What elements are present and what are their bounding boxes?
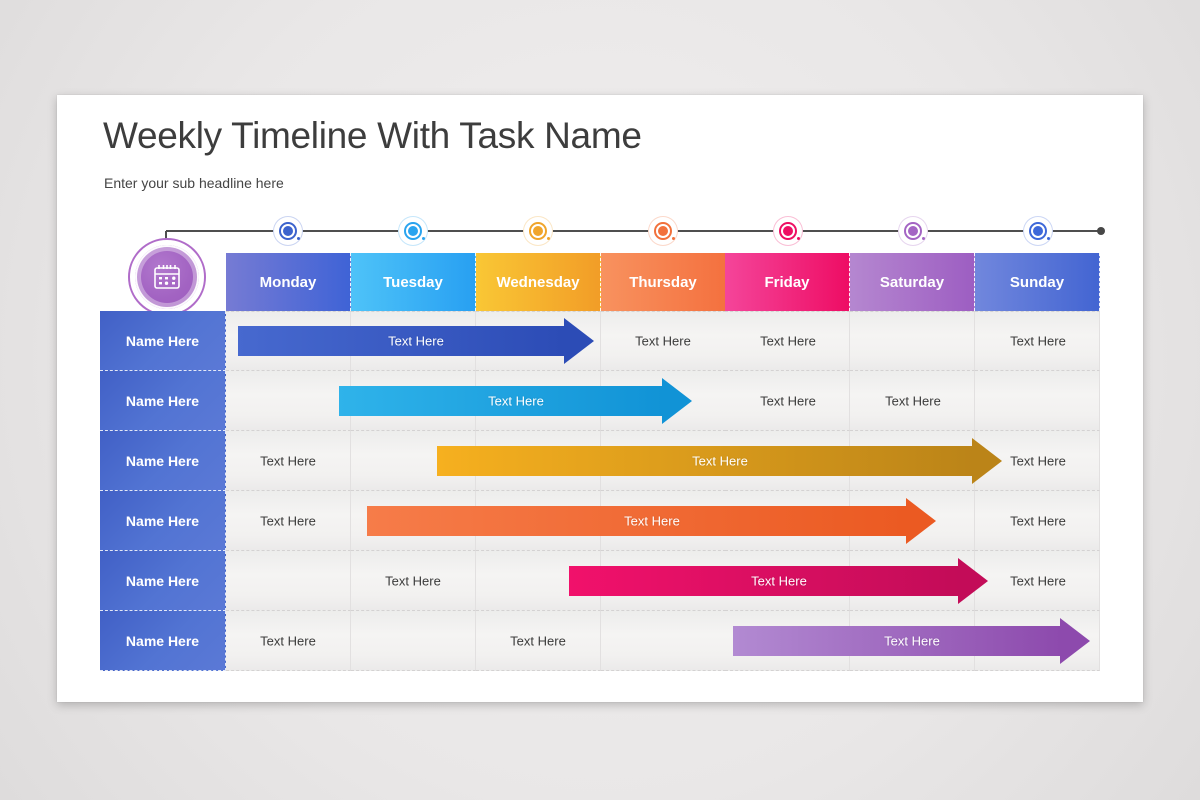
day-header-sunday[interactable]: Sunday	[975, 253, 1100, 311]
task-arrow-bar[interactable]	[733, 626, 1061, 656]
day-header-thursday[interactable]: Thursday	[601, 253, 726, 311]
grid-cell	[351, 611, 476, 671]
day-header-label: Friday	[764, 273, 810, 291]
grid-cell	[601, 611, 726, 671]
task-text[interactable]: Text Here	[760, 393, 816, 409]
day-header-label: Sunday	[1009, 273, 1065, 291]
day-header-label: Wednesday	[496, 273, 580, 291]
task-text[interactable]: Text Here	[1010, 333, 1066, 349]
day-header-monday[interactable]: Monday	[226, 253, 351, 311]
task-arrow-head	[958, 558, 988, 604]
task-text[interactable]: Text Here	[1010, 453, 1066, 469]
task-arrow-bar[interactable]	[367, 506, 907, 536]
calendar-badge-disc	[135, 245, 199, 309]
day-header-wednesday[interactable]: Wednesday	[476, 253, 601, 311]
task-arrow-head	[1060, 618, 1090, 664]
grid-cell	[601, 311, 726, 371]
calendar-icon	[154, 265, 180, 289]
task-arrow-label[interactable]: Text Here	[751, 573, 807, 589]
task-arrow-bar[interactable]	[569, 566, 959, 596]
timeline-node-core	[908, 226, 918, 236]
row-name-cell[interactable]: Name Here	[100, 311, 226, 371]
day-header-label: Thursday	[629, 273, 697, 291]
timeline-node-satellite	[797, 237, 800, 240]
grid-cell	[975, 491, 1100, 551]
grid-cell	[226, 611, 351, 671]
row-name-cell[interactable]: Name Here	[100, 371, 226, 431]
grid-cell	[850, 311, 975, 371]
task-arrow-label[interactable]: Text Here	[488, 393, 544, 409]
task-arrow-head	[564, 318, 594, 364]
grid-cell	[850, 371, 975, 431]
grid-cell	[476, 611, 601, 671]
timeline-node-core	[1033, 226, 1043, 236]
task-text[interactable]: Text Here	[760, 333, 816, 349]
grid-cell	[725, 311, 850, 371]
grid-cell	[351, 551, 476, 611]
grid-cell	[725, 371, 850, 431]
task-arrow-bar[interactable]	[238, 326, 565, 356]
row-name-cell[interactable]: Name Here	[100, 611, 226, 671]
task-arrow-label[interactable]: Text Here	[692, 453, 748, 469]
timeline-node-satellite	[422, 237, 425, 240]
day-header-label: Saturday	[879, 273, 945, 291]
row-name-cell[interactable]: Name Here	[100, 431, 226, 491]
task-text[interactable]: Text Here	[260, 513, 316, 529]
task-text[interactable]: Text Here	[385, 573, 441, 589]
grid-cell	[975, 371, 1100, 431]
timeline-node-satellite	[1047, 237, 1050, 240]
task-text[interactable]: Text Here	[260, 453, 316, 469]
task-text[interactable]: Text Here	[1010, 573, 1066, 589]
timeline-node-core	[408, 226, 418, 236]
grid-cell	[226, 551, 351, 611]
day-header-saturday[interactable]: Saturday	[850, 253, 975, 311]
task-arrow-label[interactable]: Text Here	[884, 633, 940, 649]
row-name-cell[interactable]: Name Here	[100, 491, 226, 551]
task-arrow-bar[interactable]	[437, 446, 973, 476]
task-arrow-label[interactable]: Text Here	[388, 333, 444, 349]
task-arrow-head	[972, 438, 1002, 484]
task-arrow-label[interactable]: Text Here	[624, 513, 680, 529]
timeline-node-core	[533, 226, 543, 236]
day-header-friday[interactable]: Friday	[725, 253, 850, 311]
task-text[interactable]: Text Here	[510, 633, 566, 649]
slide-canvas: Weekly Timeline With Task Name Enter you…	[57, 95, 1143, 702]
task-text[interactable]: Text Here	[1010, 513, 1066, 529]
timeline-node-wednesday[interactable]	[523, 216, 553, 246]
timeline-node-satellite	[297, 237, 300, 240]
timeline-node-core	[658, 226, 668, 236]
timeline-node-core	[783, 226, 793, 236]
grid-cell	[226, 491, 351, 551]
timeline-node-tuesday[interactable]	[398, 216, 428, 246]
task-text[interactable]: Text Here	[885, 393, 941, 409]
task-text[interactable]: Text Here	[260, 633, 316, 649]
timeline-node-satellite	[547, 237, 550, 240]
task-arrow-bar[interactable]	[339, 386, 663, 416]
timeline-node-saturday[interactable]	[898, 216, 928, 246]
task-arrow-head	[906, 498, 936, 544]
timeline-node-core	[283, 226, 293, 236]
timeline-node-satellite	[922, 237, 925, 240]
task-text[interactable]: Text Here	[635, 333, 691, 349]
row-name-cell[interactable]: Name Here	[100, 551, 226, 611]
day-header-label: Tuesday	[383, 273, 443, 291]
day-header-label: Monday	[259, 273, 317, 291]
grid-cell	[975, 551, 1100, 611]
day-header-tuesday[interactable]: Tuesday	[351, 253, 476, 311]
grid-cell	[226, 431, 351, 491]
page-title[interactable]: Weekly Timeline With Task Name	[103, 115, 642, 156]
page-subtitle[interactable]: Enter your sub headline here	[104, 175, 284, 191]
timeline-line	[166, 230, 1101, 232]
calendar-badge[interactable]	[128, 238, 206, 316]
timeline-node-satellite	[672, 237, 675, 240]
timeline-end-dot	[1097, 227, 1105, 235]
grid-cell	[226, 371, 351, 431]
grid-cell	[975, 311, 1100, 371]
task-arrow-head	[662, 378, 692, 424]
